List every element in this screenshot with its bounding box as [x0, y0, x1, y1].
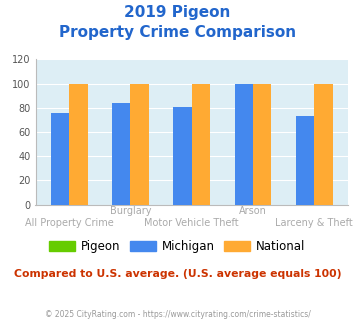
Bar — [235, 83, 253, 205]
Text: Property Crime Comparison: Property Crime Comparison — [59, 25, 296, 40]
Bar — [51, 113, 69, 205]
Bar — [314, 83, 333, 205]
Legend: Pigeon, Michigan, National: Pigeon, Michigan, National — [45, 235, 310, 258]
Bar — [130, 83, 149, 205]
Text: Motor Vehicle Theft: Motor Vehicle Theft — [144, 218, 239, 228]
Text: Burglary: Burglary — [110, 206, 151, 216]
Bar — [296, 116, 314, 205]
Text: Compared to U.S. average. (U.S. average equals 100): Compared to U.S. average. (U.S. average … — [14, 269, 341, 279]
Bar — [69, 83, 88, 205]
Text: Arson: Arson — [239, 206, 267, 216]
Bar — [192, 83, 210, 205]
Bar — [253, 83, 271, 205]
Text: 2019 Pigeon: 2019 Pigeon — [124, 5, 231, 20]
Bar — [112, 103, 130, 205]
Text: Larceny & Theft: Larceny & Theft — [275, 218, 353, 228]
Text: All Property Crime: All Property Crime — [25, 218, 114, 228]
Bar — [173, 107, 192, 205]
Text: © 2025 CityRating.com - https://www.cityrating.com/crime-statistics/: © 2025 CityRating.com - https://www.city… — [45, 310, 310, 319]
